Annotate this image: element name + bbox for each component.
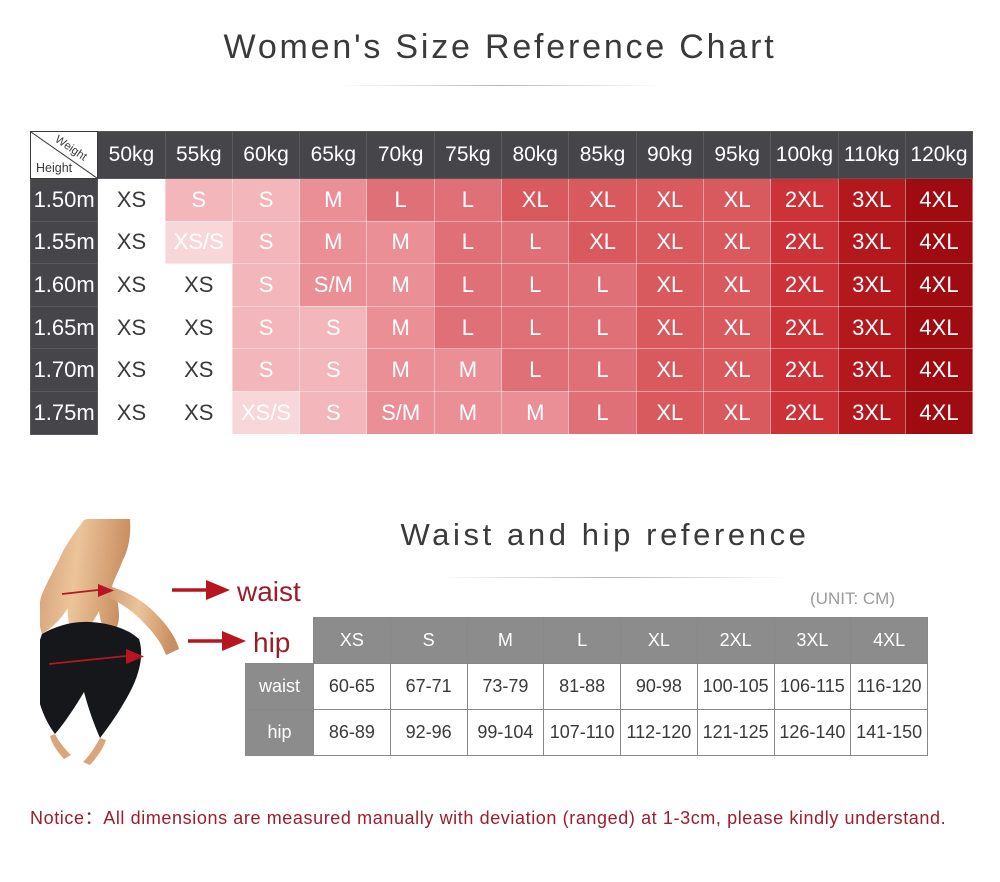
svg-text:Height: Height: [36, 161, 73, 175]
svg-text:waist: waist: [236, 576, 301, 607]
svg-text:hip: hip: [253, 627, 290, 658]
